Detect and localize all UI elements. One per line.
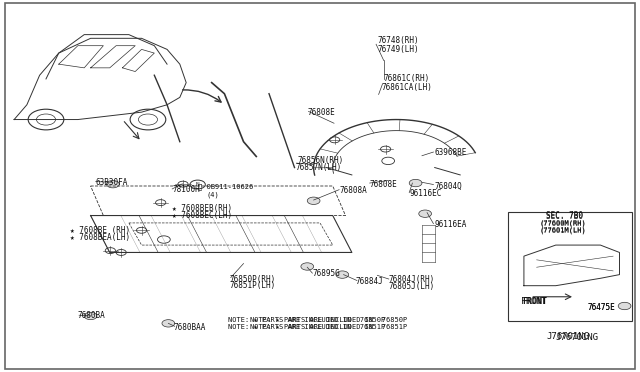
Text: FRONT: FRONT	[523, 297, 548, 306]
Text: 76808E: 76808E	[370, 180, 397, 189]
Circle shape	[106, 180, 119, 188]
Text: NOTE: ★ PARTS ARE INCLUDED IN  76851P: NOTE: ★ PARTS ARE INCLUDED IN 76851P	[228, 324, 385, 330]
Text: 7680BA: 7680BA	[78, 311, 106, 320]
Text: 63968BE: 63968BE	[435, 148, 467, 157]
Text: 76856N(RH): 76856N(RH)	[298, 155, 344, 165]
Text: NOTE: ★ PARTS ARE INCLUDED IN  76850P: NOTE: ★ PARTS ARE INCLUDED IN 76850P	[228, 317, 385, 323]
Text: 76895G: 76895G	[312, 269, 340, 278]
Text: 96116EC: 96116EC	[409, 189, 442, 198]
Text: 76850P(RH): 76850P(RH)	[230, 275, 276, 283]
Text: (77601M(LH): (77601M(LH)	[540, 227, 587, 234]
Text: 7680BAA: 7680BAA	[173, 323, 206, 331]
Text: 63B30FA: 63B30FA	[96, 178, 128, 187]
Text: (77600M(RH): (77600M(RH)	[540, 221, 587, 227]
Text: 76804J(RH): 76804J(RH)	[389, 275, 435, 284]
Circle shape	[336, 271, 349, 278]
Text: 78100H: 78100H	[172, 185, 200, 194]
Text: 76475E: 76475E	[588, 303, 616, 312]
Text: 76808E: 76808E	[307, 108, 335, 117]
Text: 76857N(LH): 76857N(LH)	[295, 163, 341, 172]
Text: NOTE: ★ PARTS ARE INCLUDED IN  76850P: NOTE: ★ PARTS ARE INCLUDED IN 76850P	[250, 317, 407, 323]
Circle shape	[419, 210, 431, 217]
Text: J76701NG: J76701NG	[546, 332, 589, 341]
Text: 76748(RH): 76748(RH)	[378, 36, 419, 45]
Text: 76808A: 76808A	[339, 186, 367, 195]
Text: FRONT: FRONT	[521, 297, 546, 306]
Bar	[508, 212, 632, 321]
Text: 76861C(RH): 76861C(RH)	[384, 74, 430, 83]
Text: 76804Q: 76804Q	[435, 182, 463, 190]
Text: 76749(LH): 76749(LH)	[378, 45, 419, 54]
Text: 76851P(LH): 76851P(LH)	[230, 281, 276, 290]
Circle shape	[307, 197, 320, 205]
Text: ★ 7608BEA(LH): ★ 7608BEA(LH)	[70, 233, 131, 242]
Text: (77601M(LH): (77601M(LH)	[540, 226, 587, 233]
Text: (4): (4)	[207, 192, 220, 198]
Text: 76805J(LH): 76805J(LH)	[389, 282, 435, 291]
Text: SEC. 7B0: SEC. 7B0	[546, 211, 583, 220]
Text: ★ 7608BEC(LH): ★ 7608BEC(LH)	[172, 211, 232, 220]
Circle shape	[157, 236, 170, 243]
Circle shape	[162, 320, 175, 327]
Circle shape	[301, 263, 314, 270]
Text: ★ 7608BEB(RH): ★ 7608BEB(RH)	[172, 203, 232, 213]
Text: 76861CA(LH): 76861CA(LH)	[381, 83, 432, 92]
Text: N: N	[196, 182, 200, 187]
Text: NOTE: ★ PARTS ARE INCLUDED IN  76851P: NOTE: ★ PARTS ARE INCLUDED IN 76851P	[250, 324, 407, 330]
Circle shape	[382, 157, 394, 164]
Text: (77600M(RH): (77600M(RH)	[540, 220, 587, 226]
Circle shape	[618, 302, 631, 310]
Text: SEC. 7B0: SEC. 7B0	[546, 212, 583, 221]
Text: ★ 7608BE (RH): ★ 7608BE (RH)	[70, 226, 131, 235]
Text: 76475E: 76475E	[588, 303, 616, 312]
Circle shape	[409, 179, 422, 187]
Text: ⓝ 0B911-10626: ⓝ 0B911-10626	[198, 183, 253, 190]
Text: 96116EA: 96116EA	[435, 220, 467, 229]
Circle shape	[84, 312, 97, 320]
Text: J76701NG: J76701NG	[556, 333, 599, 342]
Text: 76884J: 76884J	[355, 277, 383, 286]
